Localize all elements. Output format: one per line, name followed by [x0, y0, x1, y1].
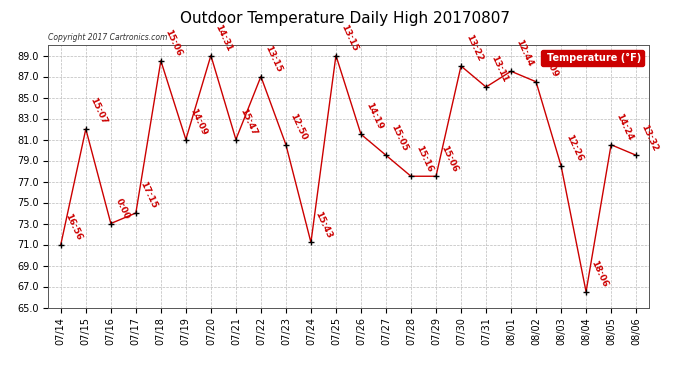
Text: 15:06: 15:06: [164, 28, 184, 58]
Text: 15:16: 15:16: [414, 144, 434, 174]
Text: 15:07: 15:07: [88, 96, 109, 126]
Text: 13:32: 13:32: [639, 123, 659, 153]
Text: 18:06: 18:06: [589, 260, 609, 289]
Text: 12:26: 12:26: [564, 133, 584, 163]
Text: 14:19: 14:19: [364, 102, 384, 132]
Text: 15:43: 15:43: [314, 210, 334, 240]
Text: Copyright 2017 Cartronics.com: Copyright 2017 Cartronics.com: [48, 33, 168, 42]
Legend: Temperature (°F): Temperature (°F): [541, 50, 644, 66]
Text: 12:50: 12:50: [288, 112, 309, 142]
Text: 13:15: 13:15: [339, 23, 359, 53]
Text: 15:06: 15:06: [439, 144, 459, 174]
Text: 13:22: 13:22: [464, 33, 484, 63]
Text: Outdoor Temperature Daily High 20170807: Outdoor Temperature Daily High 20170807: [180, 11, 510, 26]
Text: 0:00: 0:00: [114, 197, 131, 221]
Text: 16:56: 16:56: [63, 212, 84, 242]
Text: 14:24: 14:24: [614, 112, 634, 142]
Text: 13:15: 13:15: [264, 44, 284, 74]
Text: 17:15: 17:15: [139, 180, 159, 210]
Text: 11:09: 11:09: [539, 49, 559, 79]
Text: 15:47: 15:47: [239, 107, 259, 137]
Text: 14:31: 14:31: [214, 23, 234, 53]
Text: 13:11: 13:11: [489, 54, 509, 84]
Text: 12:44: 12:44: [514, 39, 534, 69]
Text: 15:05: 15:05: [388, 123, 409, 153]
Text: 14:09: 14:09: [188, 107, 209, 137]
